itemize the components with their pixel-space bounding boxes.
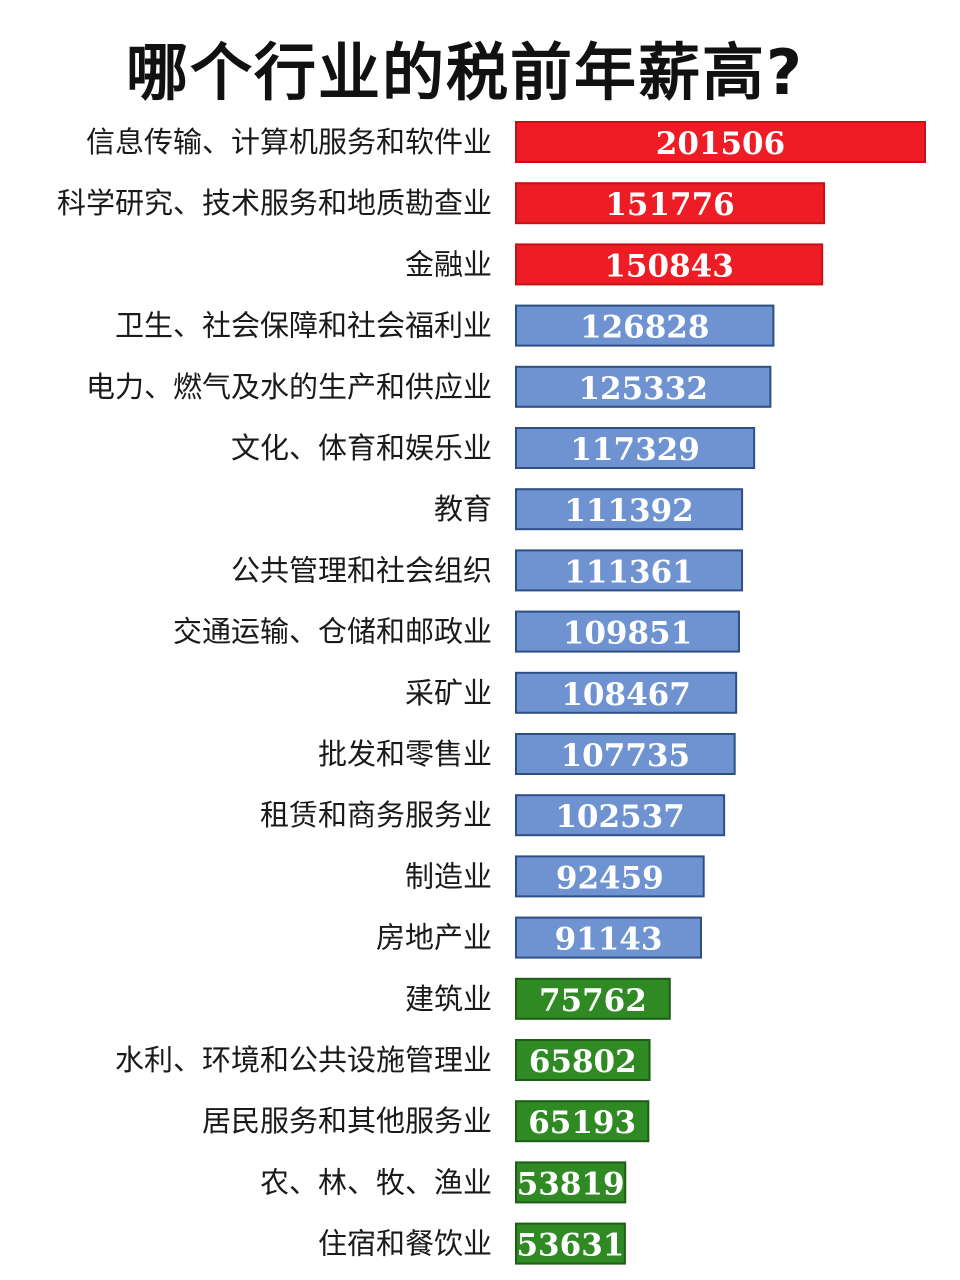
bar-2 [515,182,826,225]
value-label: 65193 [528,1105,636,1141]
value-label: 107735 [561,738,690,774]
value-label: 75762 [539,983,647,1019]
bar-15 [515,977,671,1020]
value-label: 53819 [517,1166,625,1202]
category-label: 信息传输、计算机服务和软件业 [86,125,492,159]
value-label: 151776 [605,187,734,223]
value-label: 53631 [516,1228,624,1264]
category-label: 建筑业 [405,982,492,1016]
bar-16 [515,1039,651,1081]
category-label: 租赁和商务服务业 [260,798,492,832]
category-label: 住宿和餐饮业 [318,1227,492,1261]
category-label: 交通运输、仓储和邮政业 [173,615,492,649]
bar-19 [515,1222,626,1265]
category-label: 金融业 [405,247,492,281]
bar-12 [515,794,726,837]
bar-18 [515,1161,627,1204]
bar-13 [515,855,705,898]
category-label: 教育 [434,492,492,526]
category-label: 农、林、牧、渔业 [260,1165,492,1199]
value-label: 108467 [561,677,690,713]
category-label: 批发和零售业 [318,737,492,771]
value-label: 111392 [564,493,693,529]
bar-6 [515,427,756,469]
category-label: 水利、环境和公共设施管理业 [115,1043,492,1077]
value-label: 92459 [556,860,664,896]
bar-5 [515,365,772,408]
value-label: 125332 [578,371,707,407]
category-label: 文化、体育和娱乐业 [231,431,492,465]
category-label: 制造业 [405,859,492,893]
value-label: 201506 [656,126,785,162]
category-label: 科学研究、技术服务和地质勘查业 [57,186,492,220]
value-label: 91143 [555,922,663,958]
value-label: 102537 [555,799,684,835]
category-label: 居民服务和其他服务业 [202,1104,492,1138]
bar-3 [515,243,824,286]
bar-17 [515,1100,650,1143]
bar-1 [515,121,926,163]
value-label: 111361 [564,554,693,590]
category-label: 采矿业 [405,676,492,710]
bar-11 [515,733,736,775]
value-label: 65802 [529,1044,637,1080]
bar-9 [515,610,740,653]
category-label: 房地产业 [376,921,492,955]
value-label: 126828 [580,310,709,346]
bar-10 [515,671,738,714]
chart-title: 哪个行业的税前年薪高? [126,36,804,109]
bar-7 [515,488,744,531]
bar-14 [515,916,702,959]
category-label: 公共管理和社会组织 [231,553,492,587]
bar-4 [515,304,775,347]
category-label: 卫生、社会保障和社会福利业 [115,309,492,343]
category-label: 电力、燃气及水的生产和供应业 [86,370,492,404]
value-label: 109851 [563,616,692,652]
bar-8 [515,549,744,592]
value-label: 150843 [604,248,733,284]
value-label: 117329 [570,432,699,468]
